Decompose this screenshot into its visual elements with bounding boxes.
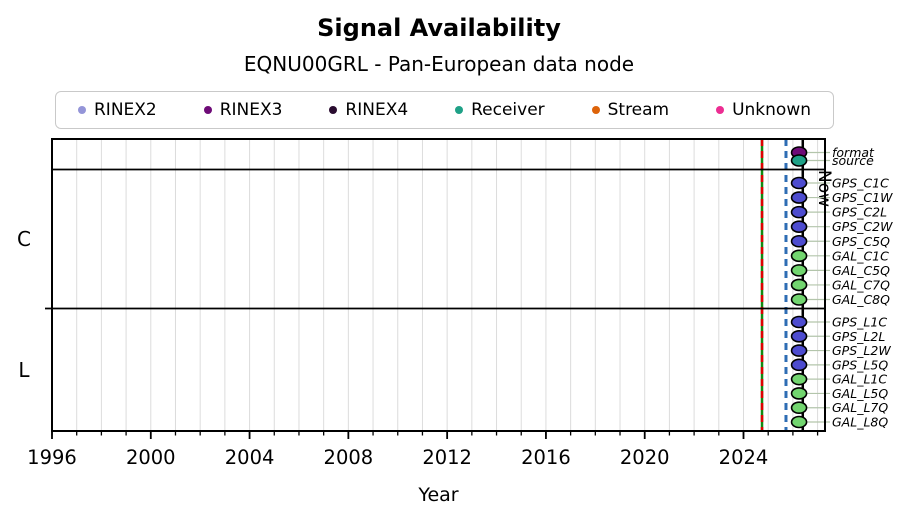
legend-dot-icon xyxy=(591,106,600,114)
signal-label-gps_l1c: GPS_L1C xyxy=(832,315,887,330)
legend-item-rinex4: RINEX4 xyxy=(329,100,408,120)
signal-label-gal_l1c: GAL_L1C xyxy=(832,372,887,387)
legend-item-label: RINEX3 xyxy=(219,100,283,120)
x-tick-label-2024: 2024 xyxy=(719,446,769,469)
marker-gps_c5q xyxy=(790,234,808,248)
legend-dot-icon xyxy=(203,106,212,114)
x-tick-label-2008: 2008 xyxy=(324,446,374,469)
marker-gal_l7q xyxy=(790,401,808,415)
legend-item-label: Unknown xyxy=(732,100,811,120)
marker-gal_l5q xyxy=(790,387,808,400)
marker-gps_l1c xyxy=(790,315,808,329)
band-label-c: C xyxy=(17,227,31,251)
now-label: Now xyxy=(814,170,834,207)
signal-label-gps_l2w: GPS_L2W xyxy=(832,343,891,358)
x-tick-label-2004: 2004 xyxy=(225,446,275,469)
band-label-l: L xyxy=(18,358,30,382)
marker-gal_c7q xyxy=(790,278,808,292)
legend-item-unknown: Unknown xyxy=(716,100,811,120)
marker-gal_c1c xyxy=(790,249,808,263)
legend-box: RINEX2 RINEX3 RINEX4 Receiver Stream Unknown xyxy=(55,91,834,129)
marker-gps_c2l xyxy=(790,205,808,219)
x-tick-label-2020: 2020 xyxy=(620,446,670,469)
marker-gal_c5q xyxy=(790,264,808,277)
signal-label-gal_l7q: GAL_L7Q xyxy=(832,400,888,415)
legend-item-rinex2: RINEX2 xyxy=(78,100,157,120)
legend-dot-icon xyxy=(78,106,86,114)
signal-label-gps_c1w: GPS_C1W xyxy=(832,190,893,205)
marker-source xyxy=(790,154,808,167)
legend-dot-icon xyxy=(455,106,464,114)
marker-gps_c1w xyxy=(790,191,808,204)
marker-gps_c1c xyxy=(790,176,808,190)
signal-label-gps_l2l: GPS_L2L xyxy=(832,329,885,344)
marker-gps_c2w xyxy=(790,220,808,233)
plot-frame xyxy=(51,138,826,432)
legend-item-rinex3: RINEX3 xyxy=(203,100,283,120)
marker-gal_l1c xyxy=(790,372,808,386)
legend-item-label: Stream xyxy=(607,100,670,120)
marker-gps_l5q xyxy=(790,358,808,372)
marker-gps_l2w xyxy=(790,344,808,357)
legend-item-stream: Stream xyxy=(591,100,670,120)
signal-label-gal_l5q: GAL_L5Q xyxy=(832,386,888,401)
marker-gps_l2l xyxy=(790,329,808,343)
signal-label-gps_l5q: GPS_L5Q xyxy=(832,357,888,372)
signal-label-gps_c2w: GPS_C2W xyxy=(832,219,893,234)
x-tick-label-1996: 1996 xyxy=(27,446,77,469)
signal-label-format: format xyxy=(832,145,875,160)
signal-label-gal_l8q: GAL_L8Q xyxy=(832,415,888,430)
signal-label-gal_c7q: GAL_C7Q xyxy=(832,277,890,292)
legend-dot-icon xyxy=(716,106,725,114)
marker-gal_l8q xyxy=(790,415,808,429)
chart-title: Signal Availability xyxy=(317,14,561,42)
signal-label-gps_c1c: GPS_C1C xyxy=(832,176,889,191)
signal-label-gal_c1c: GAL_C1C xyxy=(832,248,889,263)
legend-item-receiver: Receiver xyxy=(455,100,545,120)
signal-label-gps_c5q: GPS_C5Q xyxy=(832,234,890,249)
signal-label-gps_c2l: GPS_C2L xyxy=(832,205,887,220)
legend-item-label: Receiver xyxy=(471,100,545,120)
legend-item-label: RINEX4 xyxy=(345,100,409,120)
legend-dot-icon xyxy=(329,106,338,114)
x-tick-label-2000: 2000 xyxy=(126,446,176,469)
chart-subtitle: EQNU00GRL - Pan-European data node xyxy=(243,52,635,76)
signal-label-gal_c5q: GAL_C5Q xyxy=(832,263,890,278)
signal-label-source: source xyxy=(832,153,874,168)
marker-gal_c8q xyxy=(790,293,808,306)
x-axis-label: Year xyxy=(418,484,459,506)
legend-item-label: RINEX2 xyxy=(94,100,157,120)
x-tick-label-2012: 2012 xyxy=(422,446,472,469)
x-tick-label-2016: 2016 xyxy=(521,446,571,469)
signal-label-gal_c8q: GAL_C8Q xyxy=(832,292,890,307)
